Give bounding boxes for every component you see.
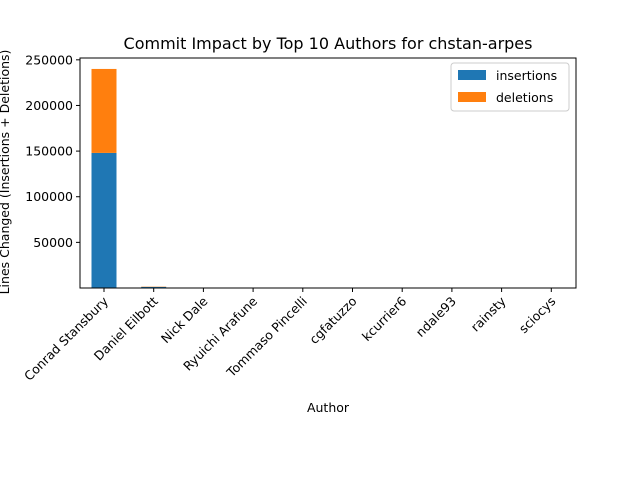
x-axis-label: Author [307, 400, 350, 415]
legend-label-deletions: deletions [496, 90, 553, 105]
legend-swatch-deletions [458, 92, 486, 102]
y-axis-label: Lines Changed (Insertions + Deletions) [0, 50, 12, 295]
bar-insertions-1 [141, 286, 167, 288]
x-tick-label: sciocys [516, 294, 559, 337]
y-axis-ticks: 50000 100000 150000 200000 250000 [25, 52, 80, 250]
plot-frame [79, 57, 577, 289]
bar-insertions-0 [91, 152, 117, 288]
legend-label-insertions: insertions [496, 68, 557, 83]
x-tick-label: cgfatuzzo [306, 294, 359, 347]
bars-layer [91, 68, 564, 288]
chart-title: Commit Impact by Top 10 Authors for chst… [124, 34, 533, 53]
x-tick-label: ndale93 [413, 294, 459, 340]
y-tick-label: 200000 [25, 98, 73, 113]
legend-swatch-insertions [458, 70, 486, 80]
x-tick-label: kcurrier6 [359, 293, 409, 343]
x-tick-label: Nick Dale [158, 293, 211, 346]
bar-deletions-0 [91, 68, 117, 153]
y-tick-label: 250000 [25, 52, 73, 67]
x-tick-label: rainsty [468, 293, 509, 334]
y-tick-label: 150000 [25, 144, 73, 159]
legend: insertions deletions [450, 62, 570, 112]
x-tick-label: Conrad Stansbury [21, 293, 111, 383]
y-tick-label: 100000 [25, 189, 73, 204]
y-tick-label: 50000 [33, 235, 73, 250]
